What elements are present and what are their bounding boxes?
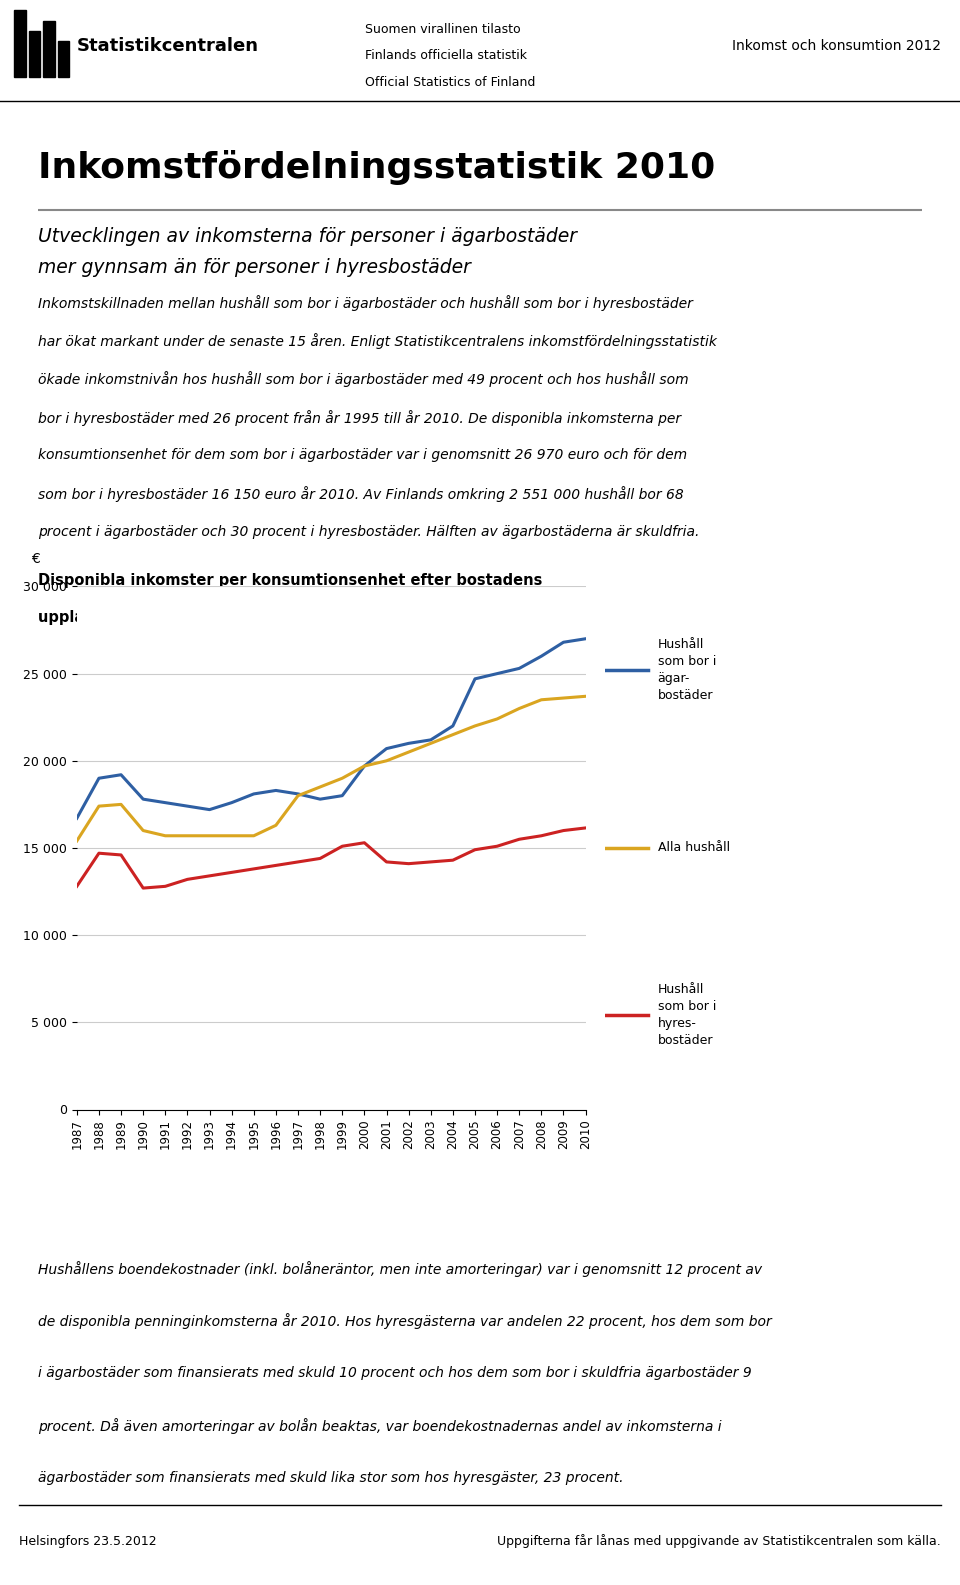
Text: Utvecklingen av inkomsterna för personer i ägarbostäder: Utvecklingen av inkomsterna för personer… (38, 227, 577, 246)
Text: Official Statistics of Finland: Official Statistics of Finland (365, 76, 535, 89)
Text: Statistikcentralen: Statistikcentralen (77, 38, 259, 55)
Text: Hushåll
som bor i
hyres-
bostäder: Hushåll som bor i hyres- bostäder (658, 983, 716, 1048)
Text: €: € (31, 552, 39, 566)
Text: Inkomstskillnaden mellan hushåll som bor i ägarbostäder och hushåll som bor i hy: Inkomstskillnaden mellan hushåll som bor… (38, 295, 693, 311)
Text: Hushåll
som bor i
ägar-
bostäder: Hushåll som bor i ägar- bostäder (658, 639, 716, 702)
Text: Alla hushåll: Alla hushåll (658, 842, 730, 854)
Text: Finlands officiella statistik: Finlands officiella statistik (365, 49, 527, 62)
Text: procent. Då även amorteringar av bolån beaktas, var boendekostnadernas andel av : procent. Då även amorteringar av bolån b… (38, 1419, 722, 1434)
Text: Suomen virallinen tilasto: Suomen virallinen tilasto (365, 22, 520, 36)
Text: i ägarbostäder som finansierats med skuld 10 procent och hos dem som bor i skuld: i ägarbostäder som finansierats med skul… (38, 1366, 752, 1381)
Text: upplåtelseform åren 1987–2010, i 2010 års pengar.: upplåtelseform åren 1987–2010, i 2010 år… (38, 609, 461, 626)
Bar (14, 10, 26, 78)
Bar (29, 30, 40, 78)
Text: Helsingfors 23.5.2012: Helsingfors 23.5.2012 (19, 1534, 156, 1549)
Text: har ökat markant under de senaste 15 åren. Enligt Statistikcentralens inkomstför: har ökat markant under de senaste 15 åre… (38, 333, 717, 349)
Text: som bor i hyresbostäder 16 150 euro år 2010. Av Finlands omkring 2 551 000 hushå: som bor i hyresbostäder 16 150 euro år 2… (38, 487, 684, 502)
Text: bor i hyresbostäder med 26 procent från år 1995 till år 2010. De disponibla inko: bor i hyresbostäder med 26 procent från … (38, 409, 682, 426)
Text: procent i ägarbostäder och 30 procent i hyresbostäder. Hälften av ägarbostäderna: procent i ägarbostäder och 30 procent i … (38, 525, 700, 539)
Text: Hushållens boendekostnader (inkl. bolåneräntor, men inte amorteringar) var i gen: Hushållens boendekostnader (inkl. bolåne… (38, 1260, 762, 1278)
Text: konsumtionsenhet för dem som bor i ägarbostäder var i genomsnitt 26 970 euro och: konsumtionsenhet för dem som bor i ägarb… (38, 449, 687, 461)
Text: Disponibla inkomster per konsumtionsenhet efter bostadens: Disponibla inkomster per konsumtionsenhe… (38, 572, 542, 588)
Text: Inkomst och konsumtion 2012: Inkomst och konsumtion 2012 (732, 40, 941, 54)
Text: Inkomstfördelningsstatistik 2010: Inkomstfördelningsstatistik 2010 (38, 151, 715, 185)
Text: mer gynnsam än för personer i hyresbostäder: mer gynnsam än för personer i hyresbostä… (38, 258, 471, 277)
Text: ägarbostäder som finansierats med skuld lika stor som hos hyresgäster, 23 procen: ägarbostäder som finansierats med skuld … (38, 1471, 624, 1485)
Text: de disponibla penninginkomsterna år 2010. Hos hyresgästerna var andelen 22 proce: de disponibla penninginkomsterna år 2010… (38, 1314, 772, 1330)
Text: ökade inkomstnivån hos hushåll som bor i ägarbostäder med 49 procent och hos hus: ökade inkomstnivån hos hushåll som bor i… (38, 371, 689, 387)
Bar (58, 41, 69, 78)
Bar (43, 21, 55, 78)
Text: Uppgifterna får lånas med uppgivande av Statistikcentralen som källa.: Uppgifterna får lånas med uppgivande av … (497, 1534, 941, 1549)
